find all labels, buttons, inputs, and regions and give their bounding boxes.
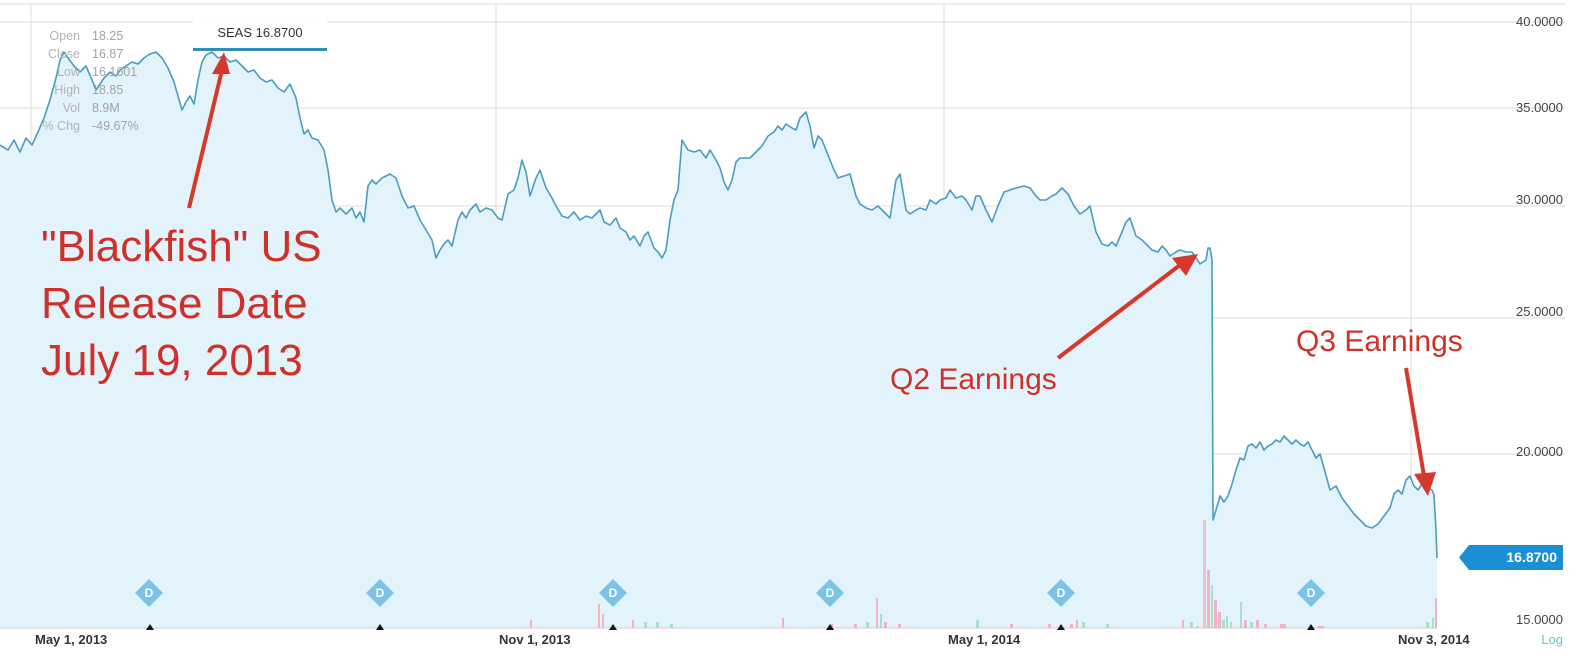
y-tick-40: 40.0000: [1516, 14, 1563, 29]
x-tick-may-2014: May 1, 2014: [948, 632, 1021, 647]
dividend-marker-label: D: [608, 586, 618, 600]
event-markers: [146, 624, 1315, 630]
low-value: 16.1601: [92, 65, 138, 79]
log-scale-toggle[interactable]: Log: [1541, 632, 1563, 647]
chg-label: % Chg: [42, 119, 80, 133]
diamond-icon: [1047, 579, 1075, 607]
dividend-marker[interactable]: D: [815, 578, 845, 608]
blackfish-line-3: July 19, 2013: [41, 336, 303, 385]
y-tick-30: 30.0000: [1516, 192, 1563, 207]
chg-value: -49.67%: [92, 119, 139, 133]
diamond-icon: [599, 579, 627, 607]
ohlc-row-low: Low 16.1601: [22, 63, 139, 81]
x-tick-may-2013: May 1, 2013: [35, 632, 108, 647]
ohlc-row-chg: % Chg -49.67%: [22, 117, 139, 135]
dividend-marker-label: D: [1306, 586, 1316, 600]
ticker-legend[interactable]: SEAS 16.8700: [193, 18, 327, 51]
close-value: 16.87: [92, 47, 124, 61]
diamond-icon: [135, 579, 163, 607]
price-line[interactable]: [0, 51, 1438, 559]
ohlc-info-panel: Open 18.25 Close 16.87 Low 16.1601 High 18.8…: [22, 27, 139, 135]
dividend-marker-label: D: [144, 586, 154, 600]
blackfish-line-2: Release Date: [41, 279, 308, 328]
y-tick-20: 20.0000: [1516, 444, 1563, 459]
vol-label: Vol: [62, 101, 80, 115]
dividend-marker-label: D: [375, 586, 385, 600]
close-label: Close: [48, 47, 80, 61]
annotation-arrows: [187, 52, 1436, 496]
q3-earnings-annotation: Q3 Earnings: [1296, 325, 1463, 358]
ohlc-row-vol: Vol 8.9M: [22, 99, 139, 117]
ohlc-row-open: Open 18.25: [22, 27, 139, 45]
q2-earnings-annotation: Q2 Earnings: [890, 363, 1057, 396]
y-tick-35: 35.0000: [1516, 100, 1563, 115]
diamond-icon: [366, 579, 394, 607]
dividend-marker[interactable]: D: [1296, 578, 1326, 608]
high-value: 18.85: [92, 83, 124, 97]
dividend-marker[interactable]: D: [365, 578, 395, 608]
current-price-tag: 16.8700: [1459, 545, 1563, 570]
dividend-marker[interactable]: D: [134, 578, 164, 608]
diamond-icon: [816, 579, 844, 607]
volume-bars: [0, 520, 1437, 629]
dividend-marker[interactable]: D: [598, 578, 628, 608]
low-label: Low: [57, 65, 80, 79]
blackfish-annotation: "Blackfish" US Release Date July 19, 201…: [41, 218, 322, 389]
dividend-marker-label: D: [825, 586, 835, 600]
vol-value: 8.9M: [92, 101, 120, 115]
ohlc-row-high: High 18.85: [22, 81, 139, 99]
dividend-marker-label: D: [1056, 586, 1066, 600]
y-tick-25: 25.0000: [1516, 304, 1563, 319]
y-tick-15: 15.0000: [1516, 612, 1563, 627]
diamond-icon: [1297, 579, 1325, 607]
price-tag-shape: [1459, 545, 1563, 570]
x-tick-nov-2013: Nov 1, 2013: [499, 632, 571, 647]
dividend-marker[interactable]: D: [1046, 578, 1076, 608]
open-value: 18.25: [92, 29, 124, 43]
current-price-value: 16.8700: [1506, 549, 1557, 565]
ohlc-row-close: Close 16.87: [22, 45, 139, 63]
high-label: High: [54, 83, 80, 97]
price-area-fill: [0, 52, 1437, 628]
open-label: Open: [49, 29, 80, 43]
blackfish-line-1: "Blackfish" US: [41, 222, 322, 271]
x-tick-nov-2014: Nov 3, 2014: [1398, 632, 1470, 647]
